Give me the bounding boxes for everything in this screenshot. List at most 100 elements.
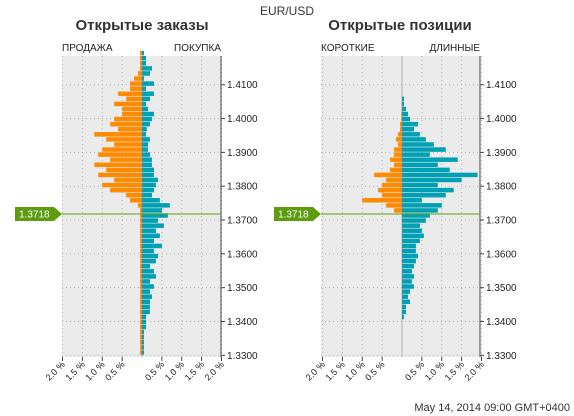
bar	[142, 91, 154, 96]
y-tick-label: 1.4100	[227, 80, 258, 91]
bar	[140, 350, 142, 355]
bar	[140, 335, 142, 340]
bar	[402, 304, 406, 310]
x-tick-label: 1.0 %	[423, 359, 446, 382]
bar	[402, 208, 438, 213]
bar	[98, 172, 142, 178]
bar	[140, 289, 142, 294]
bar	[140, 274, 142, 279]
bar	[140, 61, 142, 66]
bar	[142, 147, 148, 152]
bar	[114, 142, 142, 147]
bar	[142, 309, 150, 315]
orders-panel: Открытые заказы ПРОДАЖА ПОКУПКА 1.41001.…	[44, 17, 258, 383]
y-tick-label: 1.3600	[486, 249, 517, 260]
bar	[402, 187, 454, 193]
bar	[140, 294, 142, 299]
bar	[140, 218, 142, 223]
bar	[394, 162, 402, 168]
bar	[142, 182, 156, 188]
bar	[398, 142, 402, 147]
y-tick-label: 1.3400	[486, 317, 517, 328]
x-tick-label: 1.5 %	[443, 359, 466, 382]
bar	[402, 127, 414, 132]
bar	[142, 304, 150, 310]
bar	[386, 203, 402, 208]
y-tick-label: 1.4100	[486, 80, 517, 91]
bar	[374, 172, 402, 178]
bar	[140, 329, 142, 335]
price-tag	[15, 206, 62, 221]
bar	[142, 172, 154, 178]
bar	[140, 345, 142, 350]
bar	[118, 127, 142, 132]
bar	[142, 253, 158, 259]
y-tick-label: 1.3800	[227, 182, 258, 193]
bar	[402, 294, 408, 299]
bar	[94, 162, 142, 168]
bar	[142, 66, 152, 71]
bar	[382, 182, 402, 188]
y-tick-label: 1.3400	[227, 317, 258, 328]
bar	[142, 192, 152, 198]
bar	[402, 162, 438, 168]
x-tick-label: 0.5 %	[103, 359, 126, 382]
bar	[142, 56, 146, 61]
bar	[142, 101, 146, 107]
bar	[390, 167, 402, 173]
positions-x-ticks: 2.0 %1.5 %1.0 %0.5 % 0.5 %1.0 %1.5 %2.0 %	[304, 357, 486, 383]
bar	[142, 314, 146, 320]
bar	[140, 319, 142, 325]
bar	[402, 274, 414, 279]
bar	[114, 116, 142, 122]
bar	[142, 213, 168, 218]
bar	[402, 228, 422, 233]
bar	[142, 274, 156, 279]
bar	[142, 137, 150, 142]
bar	[102, 147, 142, 152]
x-tick-label: 2.0 %	[304, 359, 327, 382]
bar	[402, 223, 420, 228]
bar	[402, 269, 412, 274]
orders-panel-title: Открытые заказы	[75, 17, 208, 34]
x-tick-label: 1.5 %	[63, 359, 86, 382]
y-tick-label: 1.3700	[227, 216, 258, 227]
bar	[140, 258, 142, 264]
bar	[142, 167, 154, 173]
bar	[142, 335, 144, 340]
y-tick-label: 1.3800	[486, 182, 517, 193]
bar	[142, 263, 150, 269]
bar	[386, 177, 402, 183]
bar	[140, 253, 142, 259]
bar	[140, 243, 142, 249]
orders-y-ticks: 1.4100 1.4000 1.3900 1.3800 1.3700 1.3600 1.35…	[220, 56, 258, 362]
price-tag	[274, 206, 321, 221]
bar	[142, 324, 146, 330]
bar	[140, 324, 142, 330]
bar	[142, 340, 144, 345]
bar	[402, 203, 442, 208]
price-tag-label: 1.3718	[19, 209, 50, 220]
orders-bars	[94, 50, 170, 357]
y-tick-label: 1.3700	[486, 216, 517, 227]
bar	[402, 198, 422, 203]
bar	[106, 137, 142, 142]
y-tick-label: 1.3300	[227, 351, 258, 362]
bar	[130, 81, 142, 86]
bar	[402, 258, 416, 264]
bar	[402, 116, 410, 122]
bar	[142, 132, 146, 137]
bar	[142, 96, 150, 102]
y-tick-label: 1.3500	[486, 283, 517, 294]
bar	[142, 350, 144, 355]
bar	[402, 243, 416, 249]
bar	[390, 157, 402, 162]
bar	[142, 152, 150, 157]
bar	[402, 121, 418, 127]
orders-grid	[62, 56, 222, 357]
timestamp: May 14, 2014 09:00 GMT+0400	[414, 402, 570, 414]
bar	[142, 142, 148, 147]
bar	[142, 71, 150, 76]
bar	[142, 299, 150, 304]
